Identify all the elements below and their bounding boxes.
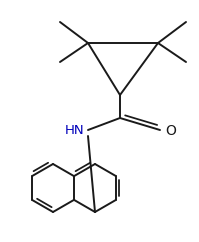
Text: HN: HN — [65, 124, 85, 137]
Text: O: O — [166, 124, 177, 138]
